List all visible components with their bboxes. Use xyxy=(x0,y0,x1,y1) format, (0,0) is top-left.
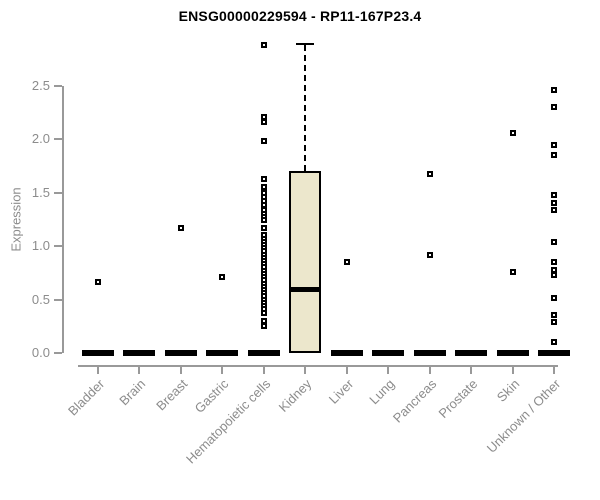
whisker-cap xyxy=(296,43,315,46)
x-axis-tick xyxy=(138,365,141,374)
outlier-point xyxy=(551,86,558,93)
collapsed-box-at-zero xyxy=(164,350,197,356)
y-axis-tick-label: 2.0 xyxy=(31,131,50,147)
x-axis-tick xyxy=(553,365,556,374)
collapsed-box-at-zero xyxy=(372,350,405,356)
collapsed-box-at-zero xyxy=(82,350,114,356)
outlier-point xyxy=(551,238,558,245)
y-axis-tick xyxy=(54,138,62,141)
outlier-point xyxy=(260,310,267,317)
outlier-point xyxy=(551,339,558,346)
collapsed-box-at-zero xyxy=(330,350,363,356)
collapsed-box-at-zero xyxy=(247,350,280,356)
x-axis-tick xyxy=(179,365,182,374)
y-axis-tick xyxy=(54,298,62,301)
x-axis-tick xyxy=(428,365,431,374)
outlier-point xyxy=(95,279,101,286)
y-axis-tick-label: 1.0 xyxy=(31,238,50,254)
outlier-point xyxy=(551,259,558,266)
y-axis-tick xyxy=(54,84,62,87)
y-axis-tick xyxy=(54,191,62,194)
collapsed-box-at-zero xyxy=(538,350,571,356)
y-axis-tick-label: 0.5 xyxy=(31,291,50,307)
outlier-point xyxy=(551,104,558,111)
collapsed-box-at-zero xyxy=(413,350,446,356)
y-axis-tick xyxy=(54,245,62,248)
outlier-point xyxy=(260,184,267,191)
y-axis-label: Expression xyxy=(8,187,24,252)
x-axis-tick xyxy=(262,365,265,374)
outlier-point xyxy=(260,175,267,182)
x-axis-tick xyxy=(97,365,99,374)
chart-title: ENSG00000229594 - RP11-167P23.4 xyxy=(178,8,422,24)
outlier-point xyxy=(260,224,267,231)
outlier-point xyxy=(551,266,558,273)
outlier-point xyxy=(426,171,433,178)
y-axis-tick-label: 1.5 xyxy=(31,184,50,200)
outlier-point xyxy=(426,251,433,258)
x-axis-tick xyxy=(221,365,224,374)
collapsed-box-at-zero xyxy=(123,350,156,356)
outlier-point xyxy=(551,206,558,213)
x-axis-tick xyxy=(304,365,307,374)
outlier-point xyxy=(509,129,516,136)
upper-whisker xyxy=(304,45,307,172)
outlier-point xyxy=(551,141,558,148)
median-line xyxy=(291,286,320,292)
x-axis-tick xyxy=(345,365,348,374)
collapsed-box-at-zero xyxy=(455,350,488,356)
outlier-point xyxy=(551,311,558,318)
outlier-point xyxy=(260,138,267,145)
x-axis-tick xyxy=(470,365,473,374)
outlier-point xyxy=(260,317,267,324)
outlier-point xyxy=(260,217,267,224)
outlier-point xyxy=(551,200,558,207)
collapsed-box-at-zero xyxy=(206,350,239,356)
outlier-point xyxy=(260,119,267,126)
outlier-point xyxy=(551,318,558,325)
outlier-point xyxy=(551,191,558,198)
outlier-point xyxy=(551,271,558,278)
y-axis-line xyxy=(62,85,64,353)
outlier-point xyxy=(551,295,558,302)
x-axis-tick xyxy=(511,365,514,374)
outlier-point xyxy=(509,268,516,275)
y-axis-tick-label: 2.5 xyxy=(31,77,50,93)
outlier-point xyxy=(177,224,184,231)
x-axis-tick xyxy=(387,365,390,374)
collapsed-box-at-zero xyxy=(496,350,529,356)
outlier-point xyxy=(343,259,350,266)
x-axis-line xyxy=(78,365,558,367)
outlier-point xyxy=(551,152,558,159)
outlier-point xyxy=(219,274,226,281)
y-axis-tick xyxy=(54,352,62,354)
outlier-point xyxy=(260,42,267,49)
outlier-point xyxy=(260,323,267,330)
outlier-point xyxy=(260,113,267,120)
y-axis-tick-label: 0.0 xyxy=(31,345,50,360)
box-iqr xyxy=(289,171,322,353)
